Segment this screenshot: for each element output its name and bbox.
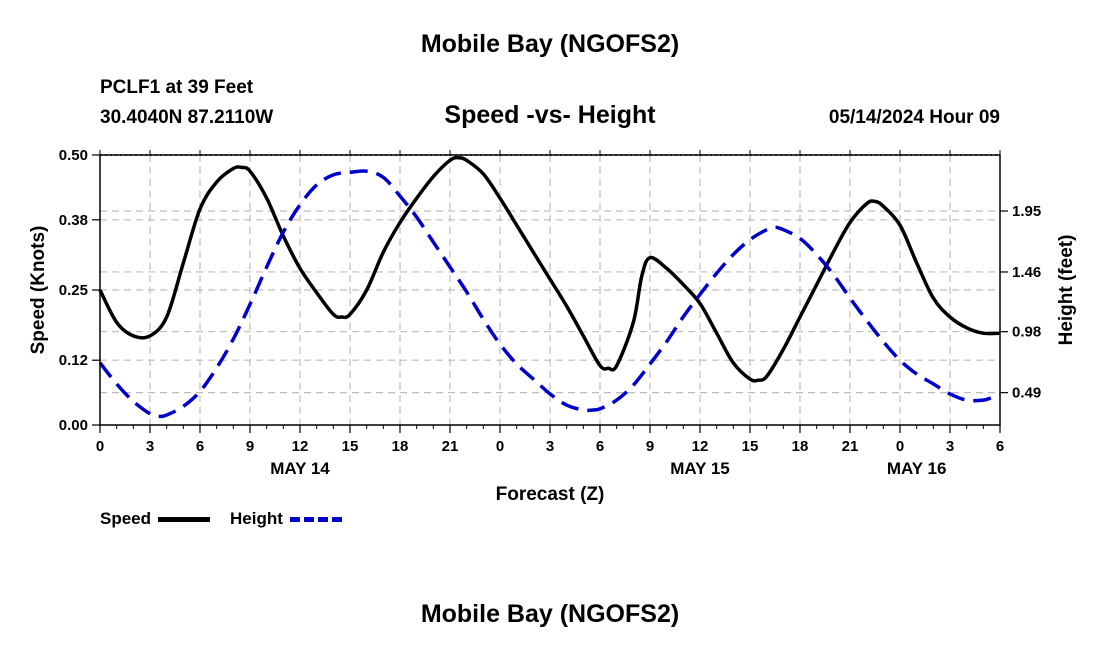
x-tick-label: 15: [742, 438, 759, 455]
x-tick-label: 0: [96, 438, 104, 455]
y2-tick-label: 1.95: [1012, 203, 1041, 220]
grid-lines: [100, 155, 1000, 425]
series-line-height: [98, 169, 1001, 419]
y-tick-label: 0.50: [59, 147, 88, 164]
x-tick-label: 3: [146, 438, 154, 455]
x-tick-label: 6: [596, 438, 604, 455]
date-label: MAY 14: [270, 459, 330, 478]
y-tick-label: 0.12: [59, 352, 88, 369]
x-tick-label: 6: [196, 438, 204, 455]
y-tick-label: 0.00: [59, 417, 88, 434]
x-tick-label: 21: [442, 438, 459, 455]
date-label: MAY 15: [670, 459, 730, 478]
legend-height: Height: [230, 509, 342, 529]
y2-tick-label: 1.46: [1012, 264, 1041, 281]
x-tick-label: 9: [646, 438, 654, 455]
date-label: MAY 16: [887, 459, 947, 478]
x-tick-label: 3: [546, 438, 554, 455]
x-tick-label: 0: [496, 438, 504, 455]
x-tick-label: 18: [392, 438, 409, 455]
forecast-datetime: 05/14/2024 Hour 09: [828, 107, 1000, 128]
station-coordinates: 30.4040N 87.2110W: [100, 107, 274, 128]
station-label: PCLF1 at 39 Feet: [100, 77, 254, 98]
x-tick-label: 6: [996, 438, 1004, 455]
legend-speed: Speed: [100, 509, 210, 529]
legend-speed-label: Speed: [100, 509, 152, 528]
legend-height-swatch: [289, 517, 342, 523]
y-tick-label: 0.25: [59, 282, 88, 299]
x-tick-label: 3: [946, 438, 954, 455]
legend-speed-swatch: [157, 517, 210, 523]
chart-title: Mobile Bay (NGOFS2): [420, 30, 680, 58]
footer-title: Mobile Bay (NGOFS2): [420, 600, 680, 628]
x-axis-label: Forecast (Z): [496, 484, 605, 505]
x-tick-label: 0: [896, 438, 904, 455]
y-tick-label: 0.38: [59, 212, 88, 229]
chart-subtitle: Speed -vs- Height: [444, 101, 656, 129]
series-line-speed: [98, 155, 1001, 383]
axes: 0 3 6 9 12 15 18 21 0 3 6 9 12 15 18 21 0 3 6 MAY 14 MAY 15 M…: [28, 147, 1077, 505]
x-tick-label: 18: [792, 438, 809, 455]
x-tick-label: 21: [842, 438, 859, 455]
y-axis-label: Speed (Knots): [28, 226, 49, 355]
y2-tick-label: 0.98: [1012, 324, 1041, 341]
x-tick-label: 12: [692, 438, 709, 455]
series-lines: [98, 155, 1001, 419]
x-tick-label: 9: [246, 438, 254, 455]
y2-axis-label: Height (feet): [1056, 235, 1077, 346]
legend-height-label: Height: [230, 509, 283, 528]
x-tick-label: 12: [292, 438, 309, 455]
x-tick-label: 15: [342, 438, 359, 455]
y2-tick-label: 0.49: [1012, 385, 1041, 402]
